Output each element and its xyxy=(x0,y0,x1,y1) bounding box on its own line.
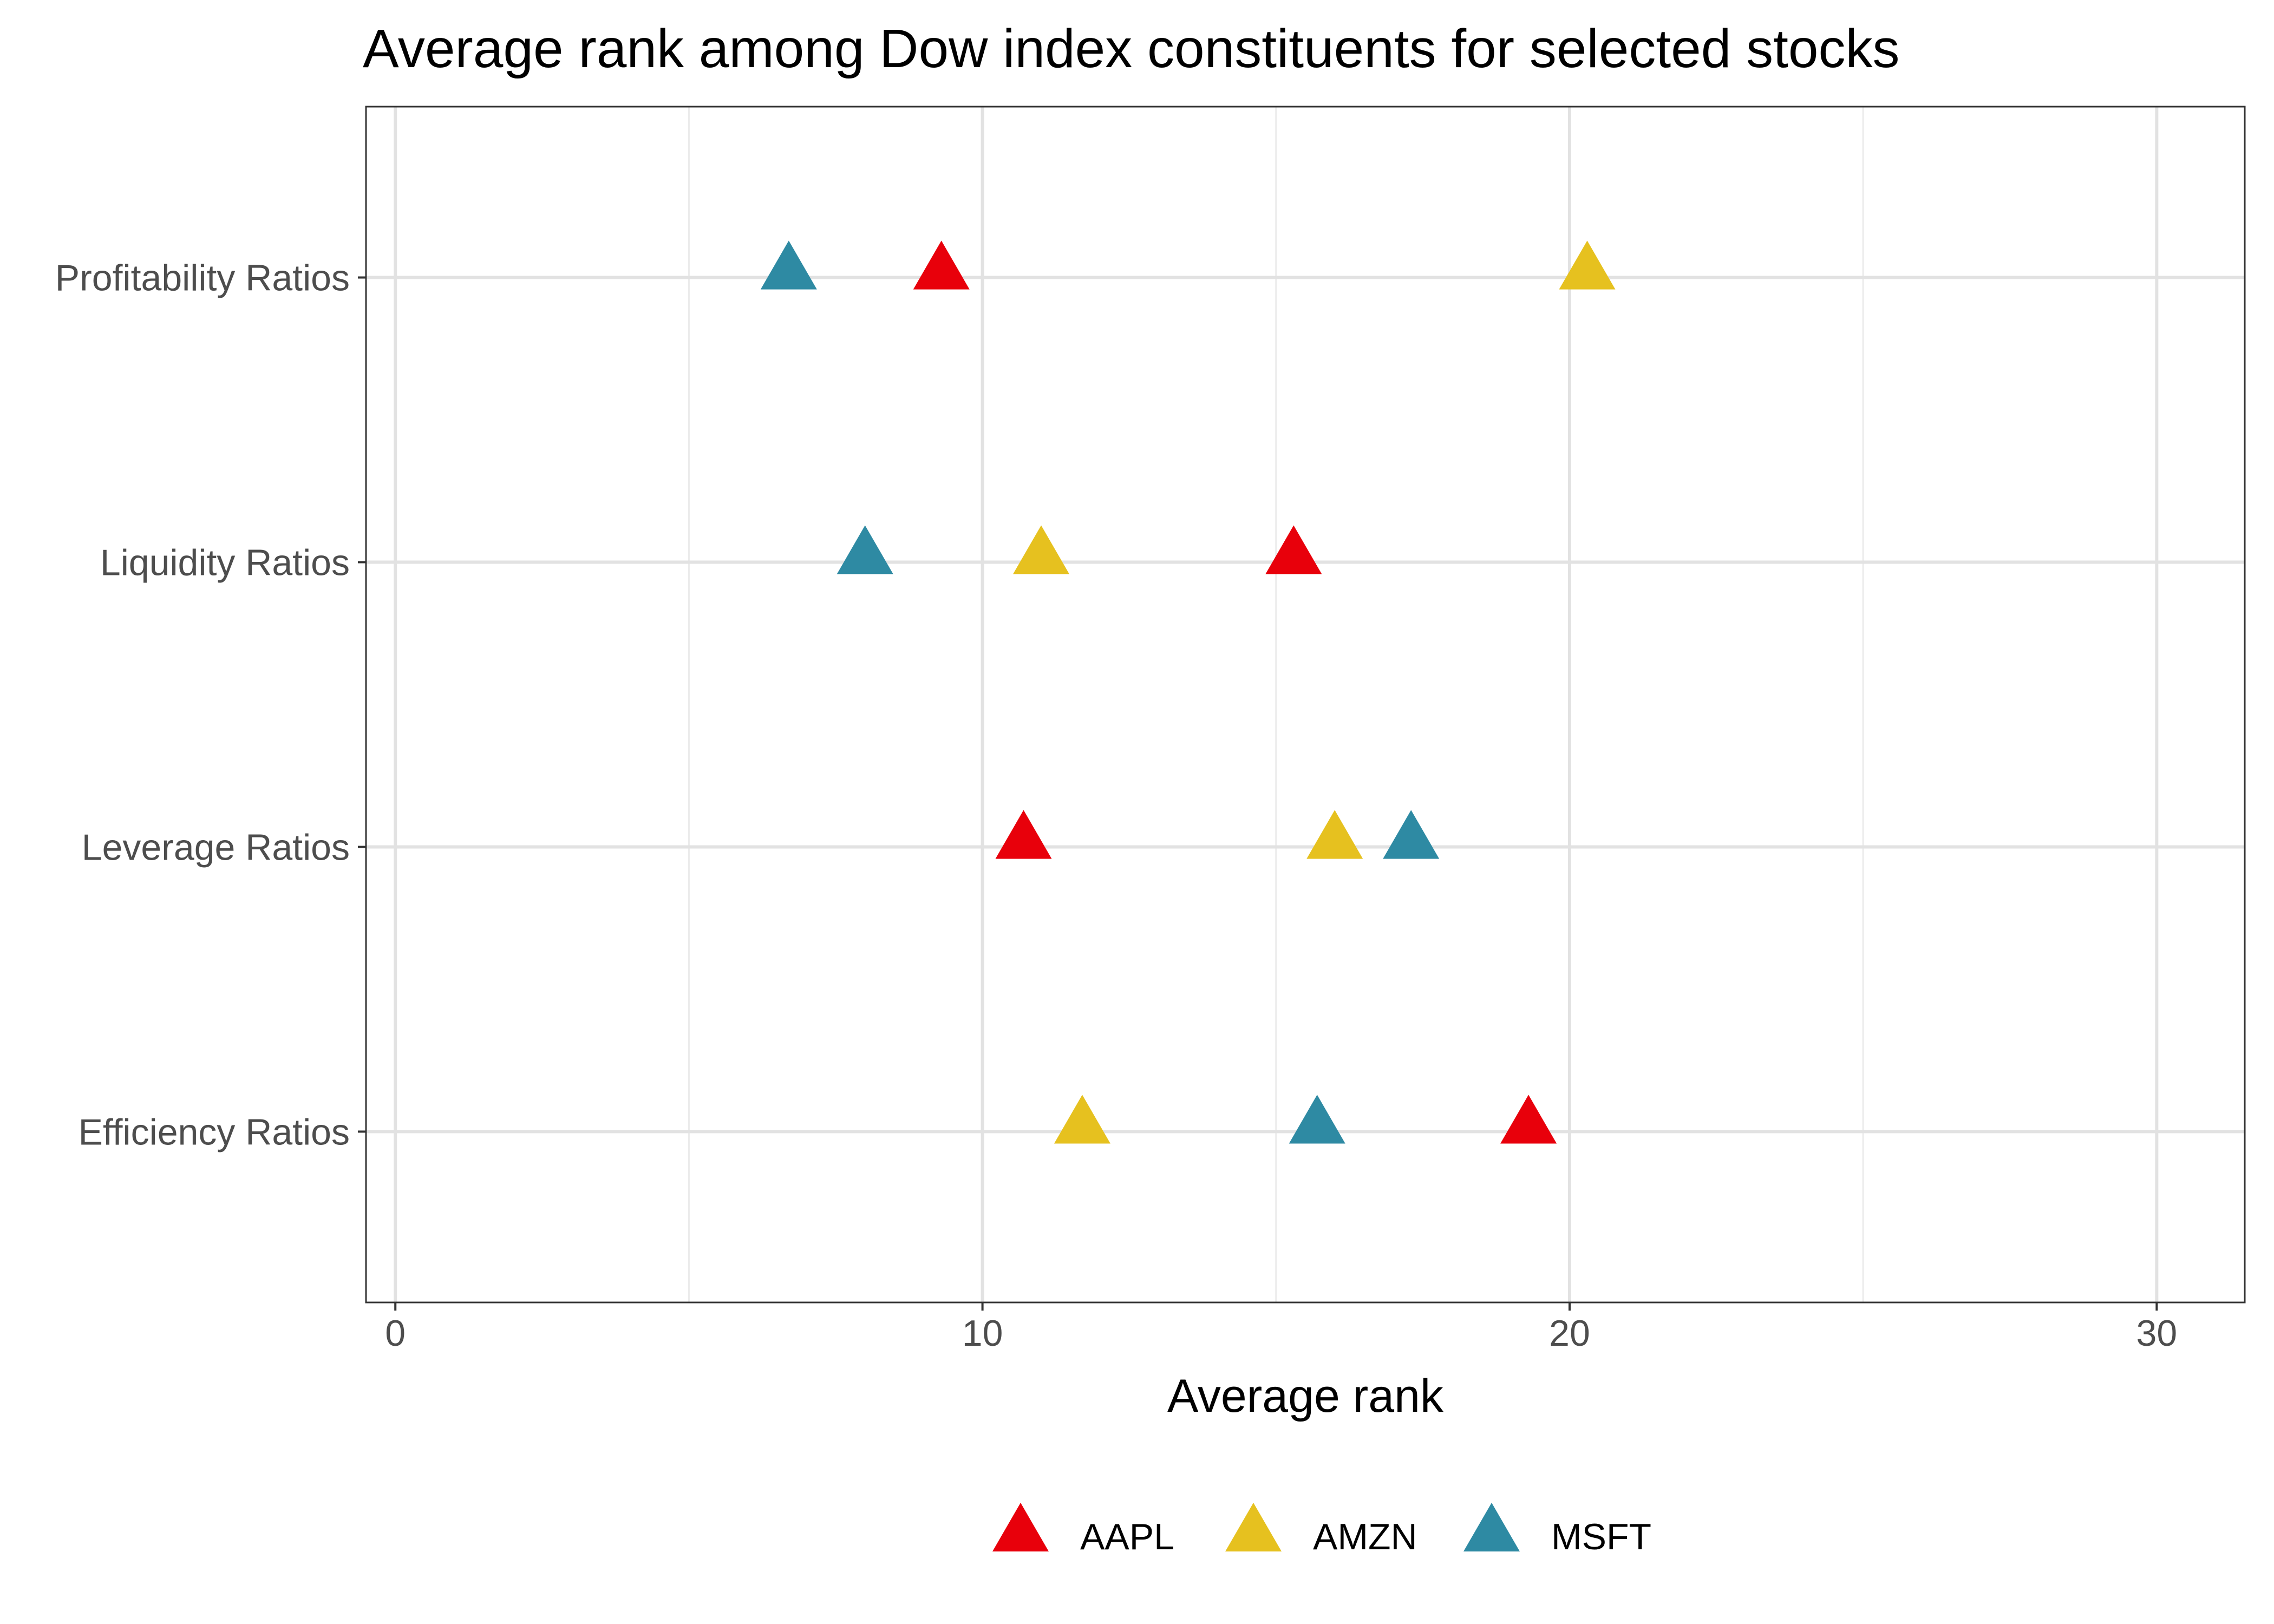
point-msft-efficiency-ratios xyxy=(1289,1095,1345,1144)
chart-title: Average rank among Dow index constituent… xyxy=(363,18,1900,79)
point-amzn-liquidity-ratios xyxy=(1013,525,1069,574)
y-category-label-leverage-ratios: Leverage Ratios xyxy=(82,827,350,868)
legend-key-amzn xyxy=(1225,1503,1282,1551)
legend-label-aapl: AAPL xyxy=(1080,1516,1174,1557)
y-category-label-profitability-ratios: Profitability Ratios xyxy=(55,258,350,299)
point-msft-profitability-ratios xyxy=(760,240,817,290)
legend-key-msft xyxy=(1463,1503,1520,1551)
y-category-label-efficiency-ratios: Efficiency Ratios xyxy=(79,1111,350,1152)
legend: AAPL AMZN MSFT xyxy=(992,1503,1651,1557)
point-aapl-leverage-ratios xyxy=(995,810,1052,859)
point-msft-leverage-ratios xyxy=(1383,810,1440,859)
legend-label-amzn: AMZN xyxy=(1313,1516,1417,1557)
mark-layer xyxy=(760,240,1616,1144)
legend-key-aapl xyxy=(992,1503,1049,1551)
x-tick-label: 10 xyxy=(962,1313,1003,1354)
axis-layer: 0 10 20 30 Profitability Ratios Liquidity Rat… xyxy=(55,258,2177,1354)
x-tick-label: 0 xyxy=(385,1313,406,1354)
point-msft-liquidity-ratios xyxy=(837,525,893,574)
legend-label-msft: MSFT xyxy=(1551,1516,1651,1557)
y-category-label-liquidity-ratios: Liquidity Ratios xyxy=(100,542,350,584)
point-amzn-leverage-ratios xyxy=(1306,810,1363,859)
point-amzn-profitability-ratios xyxy=(1559,240,1616,290)
x-tick-label: 20 xyxy=(1549,1313,1590,1354)
point-amzn-efficiency-ratios xyxy=(1054,1095,1110,1144)
point-aapl-liquidity-ratios xyxy=(1265,525,1322,574)
point-aapl-efficiency-ratios xyxy=(1500,1095,1557,1144)
plot-panel-border xyxy=(365,106,2246,1304)
x-tick-label: 30 xyxy=(2136,1313,2178,1354)
x-axis-title: Average rank xyxy=(1167,1370,1444,1422)
point-aapl-profitability-ratios xyxy=(913,240,970,290)
